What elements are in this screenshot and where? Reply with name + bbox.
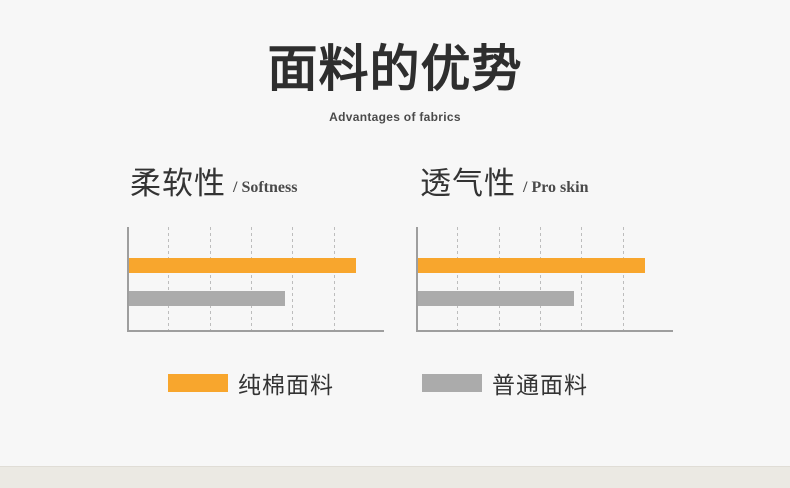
gridline bbox=[334, 227, 336, 330]
softness-heading-cn: 柔软性 bbox=[130, 166, 226, 201]
gridline bbox=[292, 227, 294, 330]
gridline bbox=[250, 227, 252, 330]
legend-swatch-ordinary bbox=[422, 374, 482, 392]
gridline bbox=[623, 227, 625, 330]
chart-bar-普通面料 bbox=[418, 291, 574, 306]
legend-swatch-cotton bbox=[168, 374, 228, 392]
chart-bar-纯棉面料 bbox=[129, 258, 356, 273]
section-heading-softness: 柔软性 / Softness bbox=[130, 158, 297, 203]
gridline bbox=[539, 227, 541, 330]
legend-item-ordinary: 普通面料 bbox=[422, 366, 588, 400]
chart-bar-纯棉面料 bbox=[418, 258, 645, 273]
legend-label-ordinary: 普通面料 bbox=[492, 372, 588, 398]
legend-label-cotton: 纯棉面料 bbox=[238, 372, 334, 398]
section-heading-breathability: 透气性 / Pro skin bbox=[420, 158, 589, 203]
page-title: 面料的优势 bbox=[267, 41, 523, 97]
breathability-heading-en: / Pro skin bbox=[523, 179, 589, 196]
legend-item-cotton: 纯棉面料 bbox=[168, 366, 334, 400]
softness-heading-en: / Softness bbox=[233, 179, 298, 196]
gridline bbox=[581, 227, 583, 330]
chart-bar-普通面料 bbox=[129, 291, 285, 306]
breathability-heading-cn: 透气性 bbox=[420, 166, 516, 201]
page-subtitle: Advantages of fabrics bbox=[329, 110, 461, 124]
gridline bbox=[498, 227, 500, 330]
gridline bbox=[457, 227, 458, 330]
softness-bar-chart bbox=[127, 227, 384, 332]
footer-strip bbox=[0, 466, 790, 488]
breathability-bar-chart bbox=[416, 227, 673, 332]
gridline bbox=[209, 227, 211, 330]
gridline bbox=[168, 227, 169, 330]
